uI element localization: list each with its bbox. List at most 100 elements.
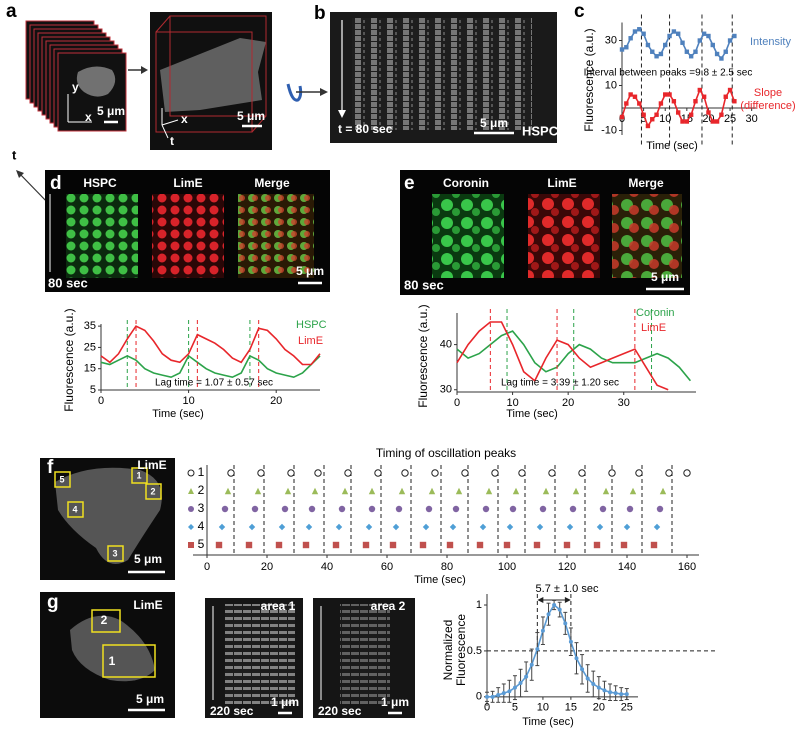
- scale-label: 1 μm: [271, 695, 299, 709]
- marker: [546, 612, 551, 617]
- marker: [663, 42, 668, 48]
- marker: [602, 487, 610, 495]
- time-arrows: [212, 606, 402, 715]
- y-tick-label: 0.5: [467, 645, 482, 657]
- scale-label: 5 μm: [480, 116, 508, 130]
- image-label: area 1: [261, 599, 296, 613]
- kymograph-texture: [225, 604, 295, 704]
- image-label: 220 sec: [210, 704, 254, 718]
- x-tick-label: 10: [537, 702, 549, 714]
- x-tick-label: 0: [484, 702, 490, 714]
- marker: [572, 487, 580, 495]
- y-axis-label: Fluorescence (a.u.): [62, 308, 76, 411]
- row-label: 4: [198, 519, 205, 533]
- series-line: [456, 330, 692, 382]
- x-tick-label: 20: [593, 702, 605, 714]
- y-tick-label: 30: [440, 384, 452, 396]
- image-label: t = 80 sec: [338, 122, 393, 136]
- marker: [596, 523, 604, 531]
- roi-label: 3: [112, 548, 117, 558]
- x-tick-label: 160: [678, 561, 696, 573]
- image-label: LimE: [133, 598, 162, 612]
- axes-icon: [161, 108, 262, 139]
- marker: [608, 469, 616, 477]
- x-axis-label: Time (sec): [522, 716, 574, 728]
- series-line: [100, 325, 321, 366]
- marker: [596, 685, 601, 690]
- arrow-head: [141, 66, 148, 74]
- roi-label: 2: [150, 486, 155, 496]
- x-tick-label: 20: [562, 397, 574, 409]
- marker: [714, 119, 720, 124]
- marker: [637, 27, 642, 32]
- row-label: 1: [198, 465, 205, 479]
- marker: [542, 487, 550, 495]
- marker: [284, 487, 292, 495]
- marker: [557, 607, 562, 612]
- marker: [431, 469, 439, 477]
- x-tick-label: 0: [454, 397, 460, 409]
- annotation: Interval between peaks =9.8 ± 2.5 sec: [584, 68, 753, 79]
- arrow-head: [537, 597, 544, 603]
- roi-label: 1: [136, 470, 141, 480]
- marker: [693, 49, 698, 54]
- image-label: HSPC: [522, 123, 559, 138]
- legend-marker: [188, 542, 194, 548]
- x-tick-label: 40: [321, 561, 333, 573]
- legend-label: Slope (difference): [740, 87, 796, 112]
- marker: [374, 469, 382, 477]
- scale-label: 5 μm: [97, 104, 125, 118]
- marker: [645, 42, 651, 48]
- x-tick-label: 25: [621, 702, 633, 714]
- marker: [719, 112, 724, 117]
- marker: [585, 676, 590, 681]
- marker: [650, 49, 655, 54]
- marker: [368, 505, 376, 513]
- marker: [479, 523, 487, 531]
- marker: [461, 469, 469, 477]
- marker: [645, 123, 651, 129]
- marker: [593, 541, 601, 549]
- roi-label: 5: [59, 474, 64, 484]
- marker: [663, 92, 668, 97]
- marker: [591, 681, 596, 686]
- x-tick-label: 5: [512, 702, 518, 714]
- marker: [509, 505, 517, 513]
- marker: [680, 40, 685, 45]
- marker: [490, 694, 495, 699]
- scale-label: 5 μm: [296, 264, 324, 278]
- marker: [305, 523, 313, 531]
- channel-label: HSPC: [83, 176, 117, 190]
- marker: [619, 692, 624, 697]
- marker: [392, 523, 400, 531]
- marker: [578, 469, 586, 477]
- y-tick-label: 30: [605, 34, 617, 46]
- marker: [719, 56, 724, 61]
- marker: [518, 469, 526, 477]
- row-label: 5: [198, 537, 205, 551]
- legend-label: Intensity: [750, 36, 791, 48]
- scale-label: 5 μm: [136, 692, 164, 706]
- marker: [613, 691, 618, 696]
- marker: [485, 487, 493, 495]
- marker: [599, 505, 607, 513]
- panel-label: f: [47, 457, 54, 478]
- legend-label: HSPC: [296, 319, 327, 331]
- marker: [389, 541, 397, 549]
- lime-channel: [152, 194, 224, 278]
- marker: [727, 38, 733, 43]
- panel-label: b: [314, 3, 326, 24]
- marker: [401, 469, 409, 477]
- marker: [428, 487, 436, 495]
- channel-label: Coronin: [443, 176, 489, 190]
- marker: [535, 647, 540, 652]
- merge-channel: [612, 194, 682, 278]
- x-tick-label: 25: [724, 113, 736, 125]
- channel-label: LimE: [547, 176, 576, 190]
- chart-title: Timing of oscillation peaks: [376, 446, 516, 460]
- marker: [452, 505, 460, 513]
- x-tick-label: 15: [565, 702, 577, 714]
- image-label: area 2: [371, 599, 406, 613]
- marker: [688, 54, 694, 59]
